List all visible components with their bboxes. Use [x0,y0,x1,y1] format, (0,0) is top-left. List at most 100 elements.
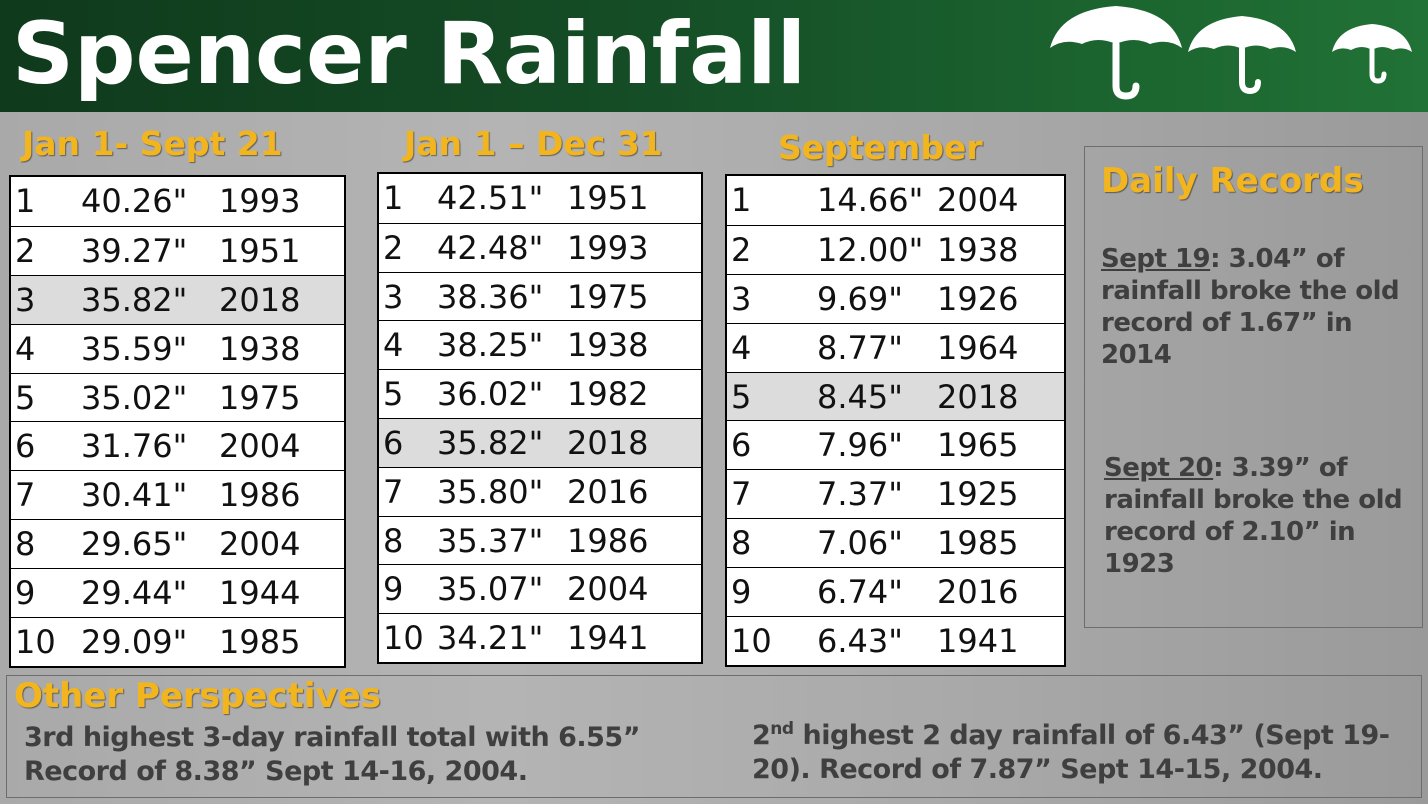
page-title: Spencer Rainfall [12,4,807,104]
table-row: 7 35.80" 2016 [379,466,701,516]
table-row: 4 8.77" 1964 [727,322,1064,372]
rank-cell: 1 [15,182,36,220]
rank-table-jan1-sept21: 1 40.26" 1993 2 39.27" 1951 3 35.82" 2018 4 35.59"… [9,175,346,668]
table-title-september: September [778,128,983,167]
amount-cell: 39.27" [81,231,188,270]
rank-cell: 9 [15,574,36,613]
perspective-3day-line2: Record of 8.38” Sept 14-16, 2004. [24,756,528,787]
table-row: 9 35.07" 2004 [379,564,701,613]
record-text: : 3.04” of rainfall broke the old record… [1101,244,1400,370]
year-cell: 2016 [937,573,1019,612]
year-cell: 2016 [567,472,649,511]
rank-cell: 9 [731,573,752,612]
rank-cell: 5 [731,377,752,416]
year-cell: 1938 [937,230,1019,269]
amount-cell: 38.36" [437,277,544,316]
table-row: 6 7.96" 1965 [727,420,1064,469]
rank-cell: 1 [383,179,404,217]
table-title-jan1-dec31: Jan 1 – Dec 31 [404,124,663,163]
table-row: 1 42.51" 1951 [379,174,701,223]
amount-cell: 34.21" [437,619,544,658]
year-cell: 1938 [219,329,301,368]
table-row: 2 42.48" 1993 [379,222,701,272]
daily-records-title: Daily Records [1101,161,1364,201]
year-cell: 2004 [937,181,1019,219]
year-cell: 2018 [937,377,1019,416]
table-row: 5 8.45" 2018 [727,371,1064,421]
table-row: 2 12.00" 1938 [727,224,1064,274]
year-cell: 1938 [567,326,649,365]
record-date: Sept 19 [1101,244,1211,274]
table-row: 9 29.44" 1944 [11,568,344,617]
rank-table-september: 1 14.66" 2004 2 12.00" 1938 3 9.69" 1926 4 8.77" 19… [725,174,1066,667]
table-row: 3 9.69" 1926 [727,273,1064,323]
table-row: 10 6.43" 1941 [727,616,1064,665]
amount-cell: 6.74" [817,573,903,612]
record-text: : 3.39” of rainfall broke the old record… [1104,453,1403,579]
rank-cell: 4 [15,329,36,368]
umbrella-icon [1332,24,1412,84]
rank-cell: 7 [383,472,404,511]
rank-cell: 2 [15,231,36,270]
year-cell: 1975 [219,378,301,417]
amount-cell: 35.82" [81,280,188,319]
rank-cell: 3 [731,279,752,318]
amount-cell: 30.41" [81,476,188,515]
year-cell: 1925 [937,475,1019,514]
year-cell: 2004 [219,525,301,564]
rank-cell: 3 [15,280,36,319]
amount-cell: 35.82" [437,423,544,462]
table-row: 1 40.26" 1993 [11,177,344,226]
year-cell: 1944 [219,574,301,613]
amount-cell: 31.76" [81,427,188,466]
year-cell: 1975 [567,277,649,316]
rank-cell: 6 [731,426,752,465]
year-cell: 1986 [219,476,301,515]
rank-cell: 1 [731,181,752,219]
rank-cell: 8 [383,521,404,560]
rank-cell: 4 [731,328,752,367]
year-cell: 1941 [567,619,649,658]
year-cell: 1965 [937,426,1019,465]
rank-cell: 10 [383,619,424,658]
rank-cell: 8 [731,524,752,563]
table-row: 2 39.27" 1951 [11,225,344,275]
table-row: 8 7.06" 1985 [727,518,1064,567]
perspective-2day: 2nd highest 2 day rainfall of 6.43” (Sep… [752,719,1390,787]
year-cell: 1951 [219,231,301,270]
rank-cell: 5 [15,378,36,417]
year-cell: 1993 [219,182,301,220]
rank-cell: 7 [731,475,752,514]
table-row: 10 34.21" 1941 [379,613,701,662]
table-row: 3 38.36" 1975 [379,271,701,321]
table-row: 3 35.82" 2018 [11,274,344,324]
rank-cell: 3 [383,277,404,316]
rank-cell: 2 [383,228,404,267]
year-cell: 1985 [937,524,1019,563]
amount-cell: 40.26" [81,182,188,220]
year-cell: 1964 [937,328,1019,367]
rank-cell: 9 [383,570,404,609]
amount-cell: 42.51" [437,179,544,217]
daily-record-sept19: Sept 19: 3.04” of rainfall broke the old… [1101,243,1411,371]
year-cell: 2018 [219,280,301,319]
year-cell: 1986 [567,521,649,560]
perspective-2day-line2: 20). Record of 7.87” Sept 14-15, 2004. [752,754,1323,785]
perspective-2day-rank: 2 [752,720,771,751]
record-date: Sept 20 [1104,453,1214,483]
amount-cell: 29.09" [81,623,188,662]
table-row: 9 6.74" 2016 [727,567,1064,616]
amount-cell: 35.02" [81,378,188,417]
table-row: 1 14.66" 2004 [727,176,1064,225]
amount-cell: 35.59" [81,329,188,368]
table-row: 7 30.41" 1986 [11,470,344,519]
amount-cell: 38.25" [437,326,544,365]
year-cell: 2004 [567,570,649,609]
perspective-2day-suffix: nd [770,719,794,739]
year-cell: 1982 [567,375,649,414]
rank-cell: 10 [15,623,56,662]
table-row: 10 29.09" 1985 [11,617,344,666]
amount-cell: 7.96" [817,426,903,465]
umbrella-icon [1050,6,1182,100]
rank-cell: 10 [731,622,772,661]
